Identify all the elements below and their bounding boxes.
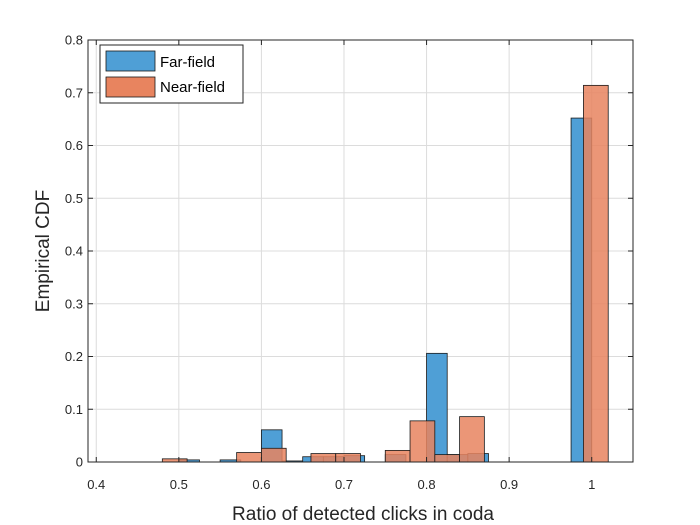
legend-label-near-field: Near-field — [160, 79, 225, 96]
y-axis-ticks: 0 0.1 0.2 0.3 0.4 0.5 0.6 0.7 0.8 — [65, 33, 633, 470]
near-field-bar — [459, 416, 485, 463]
x-tick-label: 0.4 — [87, 477, 105, 492]
y-tick-label: 0 — [76, 455, 83, 470]
y-tick-label: 0.6 — [65, 138, 83, 153]
near-field-bar — [409, 420, 436, 463]
y-tick-label: 0.3 — [65, 296, 83, 311]
legend-swatch-near-field — [105, 76, 156, 98]
x-tick-label: 0.6 — [252, 477, 270, 492]
y-tick-label: 0.5 — [65, 191, 83, 206]
near-field-bar — [236, 452, 262, 463]
near-field-bar — [310, 453, 337, 463]
x-tick-label: 0.7 — [335, 477, 353, 492]
legend: Far-field Near-field — [99, 44, 244, 104]
near-field-bar — [384, 449, 411, 463]
y-tick-label: 0.8 — [65, 33, 83, 48]
x-tick-label: 0.8 — [418, 477, 436, 492]
near-field-series — [161, 84, 609, 463]
x-tick-label: 1 — [588, 477, 595, 492]
near-field-bar — [434, 454, 460, 463]
legend-label-far-field: Far-field — [160, 54, 215, 71]
y-tick-label: 0.2 — [65, 349, 83, 364]
y-axis-label: Empirical CDF — [33, 190, 54, 312]
x-tick-label: 0.9 — [500, 477, 518, 492]
y-tick-label: 0.1 — [65, 402, 83, 417]
y-tick-label: 0.7 — [65, 85, 83, 100]
near-field-bar — [583, 84, 609, 463]
near-field-bar — [335, 453, 361, 463]
x-tick-label: 0.5 — [170, 477, 188, 492]
y-tick-label: 0.4 — [65, 244, 83, 259]
x-axis-ticks: 0.4 0.5 0.6 0.7 0.8 0.9 1 — [87, 40, 595, 492]
near-field-bar — [261, 447, 287, 463]
legend-swatch-far-field — [105, 50, 156, 72]
x-axis-label: Ratio of detected clicks in coda — [232, 504, 494, 525]
